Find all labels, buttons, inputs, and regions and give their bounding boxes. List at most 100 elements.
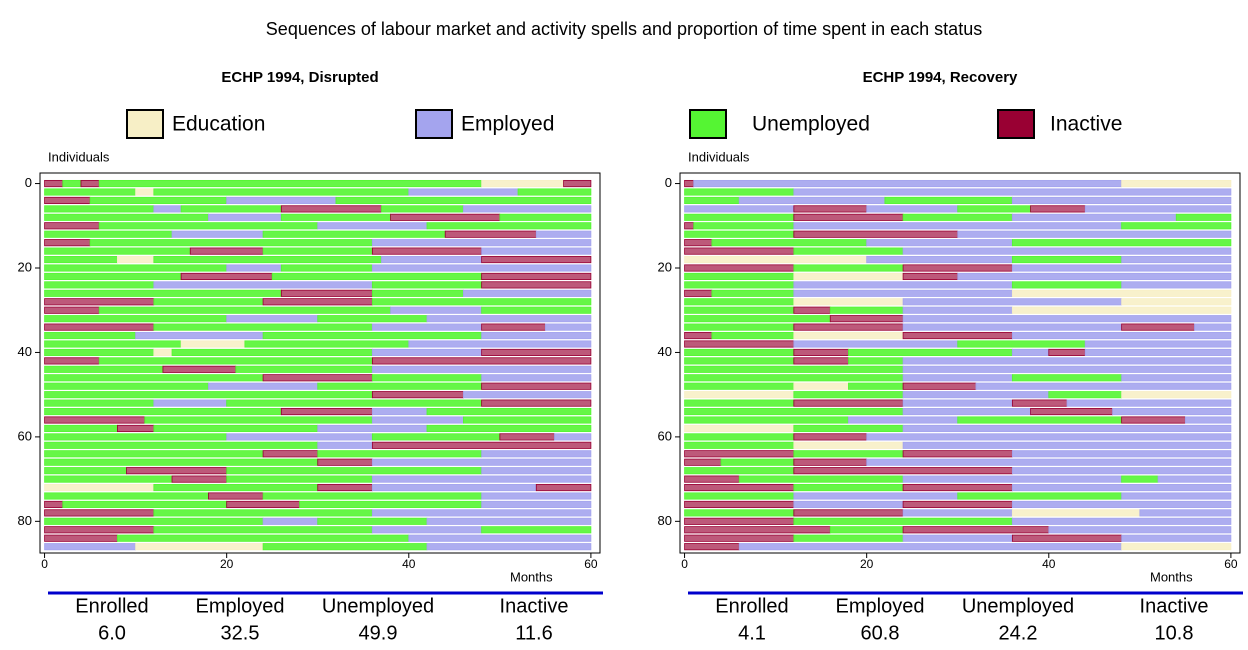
spell-bar bbox=[1011, 500, 1232, 509]
spell-bar bbox=[1084, 205, 1232, 213]
spell-bar bbox=[89, 196, 228, 205]
spell-bar bbox=[44, 247, 191, 255]
spell-bar bbox=[684, 543, 740, 551]
spell-bar bbox=[262, 247, 373, 255]
spell-bar bbox=[720, 458, 795, 466]
spell-bar bbox=[44, 196, 91, 205]
spell-bar bbox=[711, 289, 795, 297]
summary-value: 49.9 bbox=[359, 622, 398, 644]
spell-bar bbox=[153, 483, 319, 492]
x-axis-label: Months bbox=[1150, 569, 1193, 584]
spell-bar bbox=[371, 391, 464, 399]
spell-bar bbox=[371, 433, 501, 441]
spell-bar bbox=[317, 424, 428, 433]
spell-bar bbox=[426, 315, 592, 323]
spell-bar bbox=[44, 458, 319, 466]
spell-bar bbox=[902, 500, 1013, 509]
spell-bar bbox=[902, 441, 1232, 449]
spell-bar bbox=[793, 188, 1232, 196]
spell-bar bbox=[135, 188, 155, 196]
spell-bar bbox=[44, 306, 100, 314]
spell-bar bbox=[684, 467, 795, 475]
spell-bar bbox=[44, 475, 173, 483]
y-tick-label: 60 bbox=[658, 428, 672, 443]
spell-bar bbox=[371, 509, 592, 517]
spell-bar bbox=[957, 272, 1232, 281]
x-tick-label: 0 bbox=[681, 557, 688, 571]
spell-bar bbox=[116, 424, 155, 433]
spell-bar bbox=[481, 247, 592, 255]
spell-bar bbox=[153, 188, 410, 196]
spell-bar bbox=[481, 374, 592, 382]
spell-bar bbox=[711, 331, 795, 340]
spell-bar bbox=[481, 306, 592, 314]
spell-bar bbox=[684, 331, 713, 340]
spell-bar bbox=[1084, 348, 1232, 357]
legend-label: Employed bbox=[461, 113, 554, 136]
summary-label: Inactive bbox=[1140, 595, 1209, 617]
spell-bar bbox=[371, 458, 592, 466]
spell-bar bbox=[1121, 534, 1232, 542]
spell-bar bbox=[902, 399, 1013, 407]
spell-bar bbox=[684, 517, 795, 525]
spell-bar bbox=[481, 179, 564, 188]
spell-bar bbox=[335, 196, 592, 205]
spell-bar bbox=[481, 467, 592, 475]
spell-bar bbox=[481, 281, 592, 289]
spell-bar bbox=[44, 492, 209, 500]
spell-bar bbox=[1011, 196, 1232, 205]
spell-bar bbox=[226, 500, 300, 509]
spell-bar bbox=[89, 239, 373, 247]
spell-bar bbox=[44, 298, 155, 306]
spell-bar bbox=[684, 407, 904, 416]
y-tick-label: 0 bbox=[665, 175, 672, 190]
spell-bar bbox=[371, 416, 464, 424]
summary-label: Enrolled bbox=[75, 595, 148, 617]
spell-bar bbox=[684, 433, 795, 441]
spell-bar bbox=[793, 357, 849, 365]
spell-bar bbox=[1112, 407, 1232, 416]
spell-bar bbox=[426, 424, 592, 433]
spell-bar bbox=[371, 348, 483, 357]
spell-bar bbox=[1011, 399, 1068, 407]
spell-bar bbox=[371, 247, 483, 255]
spell-bar bbox=[481, 492, 592, 500]
spell-bar bbox=[153, 323, 373, 331]
spell-bar bbox=[684, 424, 795, 433]
legend-label: Unemployed bbox=[752, 113, 870, 136]
summary-label: Inactive bbox=[500, 595, 569, 617]
spell-bar bbox=[1121, 281, 1232, 289]
spell-bar bbox=[44, 315, 228, 323]
spell-bar bbox=[481, 500, 592, 509]
spell-bar bbox=[793, 306, 831, 314]
spell-bar bbox=[62, 500, 228, 509]
spell-bar bbox=[902, 382, 977, 390]
spell-bar bbox=[153, 348, 173, 357]
spell-bar bbox=[262, 517, 319, 525]
spell-bar bbox=[44, 416, 146, 424]
spell-bar bbox=[426, 407, 592, 416]
spell-bar bbox=[902, 365, 1232, 373]
summary-value: 11.6 bbox=[515, 622, 552, 644]
spell-bar bbox=[1048, 348, 1086, 357]
spell-bar bbox=[793, 323, 904, 331]
spell-bar bbox=[44, 424, 118, 433]
legend-swatch bbox=[126, 109, 164, 139]
spell-bar bbox=[1011, 483, 1232, 492]
spell-bar bbox=[371, 264, 592, 272]
x-tick-label: 60 bbox=[584, 557, 598, 571]
spell-bar bbox=[884, 196, 1013, 205]
spell-bar bbox=[426, 517, 592, 525]
spell-bar bbox=[684, 458, 722, 466]
spell-bar bbox=[180, 205, 282, 213]
spell-bar bbox=[554, 433, 592, 441]
spell-bar bbox=[44, 281, 155, 289]
spell-bar bbox=[1011, 450, 1232, 458]
spell-bar bbox=[44, 222, 100, 230]
spell-bar bbox=[98, 222, 319, 230]
spell-bar bbox=[1011, 239, 1232, 247]
spell-bar bbox=[426, 222, 592, 230]
spell-bar bbox=[499, 213, 592, 221]
spell-bar bbox=[902, 424, 1232, 433]
